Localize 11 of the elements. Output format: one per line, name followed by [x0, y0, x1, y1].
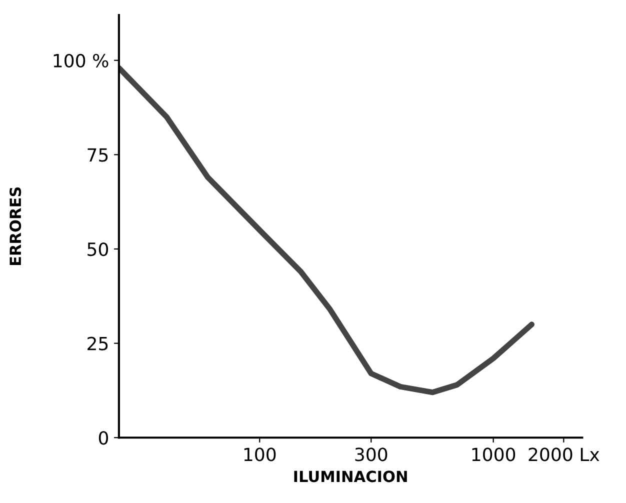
y-tick-label: 50 — [88, 242, 108, 256]
x-tick-label: 100 — [244, 448, 276, 462]
x-axis-title: ILUMINACION — [294, 470, 407, 482]
y-tick-label: 25 — [88, 336, 108, 350]
x-tick-label: 1000 — [472, 448, 516, 462]
y-tick-label: 0 — [98, 431, 108, 445]
y-tick-label: 100 % — [54, 54, 108, 68]
y-axis-title: ERRORES — [10, 187, 22, 266]
x-tick-label: 2000 Lx — [528, 448, 600, 462]
y-tick-label: 75 — [88, 148, 108, 162]
x-tick-label: 300 — [355, 448, 388, 462]
